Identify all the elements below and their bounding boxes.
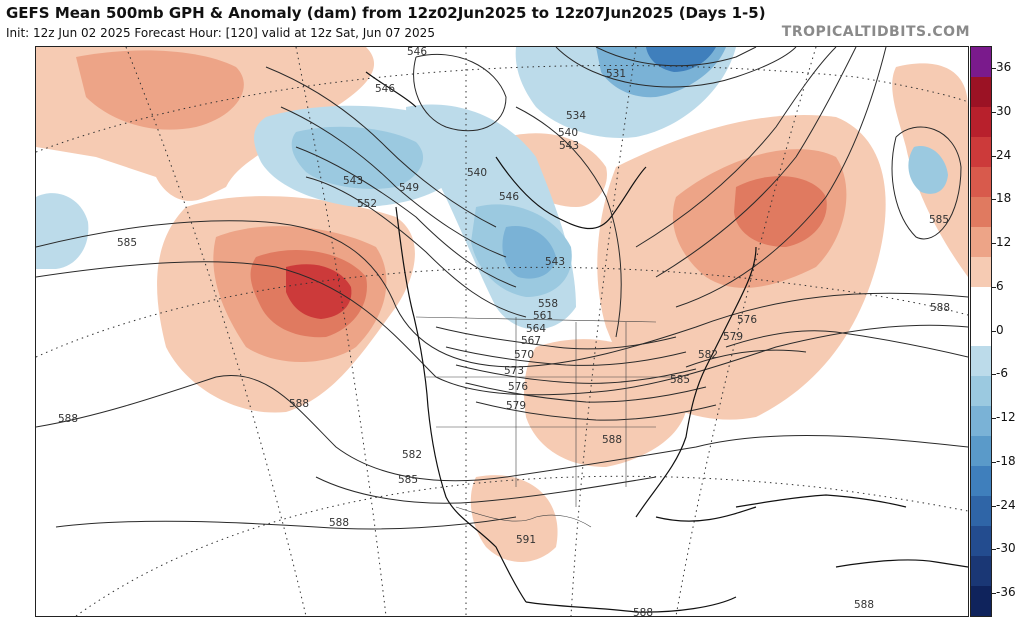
contour-label: 543 — [545, 256, 565, 268]
contour-label: 588 — [58, 413, 78, 425]
colorbar-tick-label: 30 — [996, 103, 1012, 118]
contour-label: 588 — [633, 607, 653, 616]
colorbar-tick-label: 0 — [996, 322, 1004, 337]
contour-label: 576 — [737, 314, 757, 326]
colorbar-tick-label: -36 — [996, 585, 1016, 599]
contour-label: 588 — [329, 517, 349, 529]
colorbar-tick-mark — [992, 505, 996, 507]
contour-label: 546 — [499, 191, 519, 203]
colorbar-segment — [971, 436, 991, 467]
contour-label: 591 — [516, 534, 536, 546]
contour-label: 564 — [526, 323, 546, 335]
height-contours — [36, 47, 968, 530]
colorbar-tick-mark — [992, 199, 996, 201]
map-title: GEFS Mean 500mb GPH & Anomaly (dam) from… — [6, 4, 766, 22]
map-subtitle: Init: 12z Jun 02 2025 Forecast Hour: [12… — [6, 26, 435, 40]
colorbar-tick-mark — [992, 418, 996, 419]
colorbar-tick-label: -12 — [996, 410, 1016, 424]
forecast-map: 546 546 531 534 540 543 543 549 552 540 546 543 585 5… — [35, 46, 969, 617]
state-borders — [415, 316, 676, 528]
contour-label: 585 — [670, 374, 690, 386]
colorbar-segment — [971, 376, 991, 407]
colorbar-segment — [971, 316, 991, 347]
colorbar-tick-label: -6 — [996, 366, 1008, 381]
map-canvas: 5465465315345405435435495525405465435855… — [36, 47, 968, 616]
contour-label: 540 — [558, 127, 578, 139]
contour-label: 585 — [398, 474, 418, 486]
colorbar-tick-label: -30 — [996, 541, 1016, 556]
colorbar-tick-mark — [992, 286, 996, 288]
contour-label: 531 — [606, 68, 626, 80]
contour-label: 534 — [566, 110, 586, 122]
colorbar-tick-mark — [992, 461, 996, 463]
contour-label: 543 — [559, 140, 579, 152]
contour-label: 561 — [533, 310, 553, 322]
contour-label: 546 — [407, 47, 427, 58]
colorbar-tick-mark — [992, 111, 996, 113]
contour-label: 588 — [854, 599, 874, 611]
colorbar-segment — [971, 76, 991, 108]
anomaly-colorbar — [970, 46, 992, 617]
contour-labels: 5465465315345405435435495525405465435855… — [58, 47, 950, 616]
coastlines — [365, 71, 968, 613]
contour-label: 573 — [504, 365, 524, 377]
colorbar-segment — [971, 526, 991, 557]
colorbar-tick-mark — [992, 68, 996, 69]
contour-label: 543 — [343, 175, 363, 187]
contour-label: 558 — [538, 298, 558, 310]
colorbar-segment — [971, 256, 991, 288]
colorbar-segment — [971, 346, 991, 377]
colorbar-tick-label: 12 — [996, 235, 1012, 249]
contour-label: 585 — [117, 237, 137, 249]
contour-label: 579 — [506, 400, 526, 412]
colorbar-tick-label: 36 — [996, 60, 1012, 74]
colorbar-tick-mark — [992, 374, 996, 376]
colorbar-segment — [971, 226, 991, 258]
contour-label: 588 — [289, 398, 309, 410]
contour-label: 582 — [402, 449, 422, 461]
positive-anomaly-fills — [36, 47, 968, 562]
contour-label: 585 — [929, 214, 949, 226]
colorbar-tick-label: -24 — [996, 497, 1016, 512]
colorbar-tick-mark — [992, 243, 996, 244]
contour-label: 567 — [521, 335, 541, 347]
colorbar-segment — [971, 136, 991, 168]
colorbar-tick-mark — [992, 593, 996, 594]
contour-label: 540 — [467, 167, 487, 179]
negative-anomaly-fills — [36, 47, 948, 330]
colorbar-segment — [971, 496, 991, 527]
contour-label: 582 — [698, 349, 718, 361]
colorbar-segment — [971, 466, 991, 497]
contour-label: 576 — [508, 381, 528, 393]
colorbar-tick-mark — [992, 549, 996, 551]
colorbar-tick-mark — [992, 330, 996, 332]
site-watermark: TROPICALTIDBITS.COM — [781, 24, 970, 40]
colorbar-tick-label: 24 — [996, 147, 1012, 162]
colorbar-segment — [971, 106, 991, 138]
colorbar-segment — [971, 166, 991, 198]
contour-label: 549 — [399, 182, 419, 194]
colorbar-segment — [971, 286, 991, 318]
colorbar-tick-label: -18 — [996, 453, 1016, 468]
contour-label: 546 — [375, 83, 395, 95]
contour-label: 570 — [514, 349, 534, 361]
colorbar-segment — [971, 406, 991, 437]
colorbar-segment — [971, 586, 991, 617]
contour-label: 552 — [357, 198, 377, 210]
contour-label: 588 — [602, 434, 622, 446]
colorbar-tick-label: 18 — [996, 191, 1012, 206]
colorbar-segment — [971, 196, 991, 228]
colorbar-tick-mark — [992, 155, 996, 157]
contour-label: 579 — [723, 331, 743, 343]
colorbar-tick-label: 6 — [996, 278, 1004, 293]
colorbar-segment — [971, 556, 991, 587]
colorbar-segment — [971, 47, 991, 78]
contour-label: 588 — [930, 302, 950, 314]
